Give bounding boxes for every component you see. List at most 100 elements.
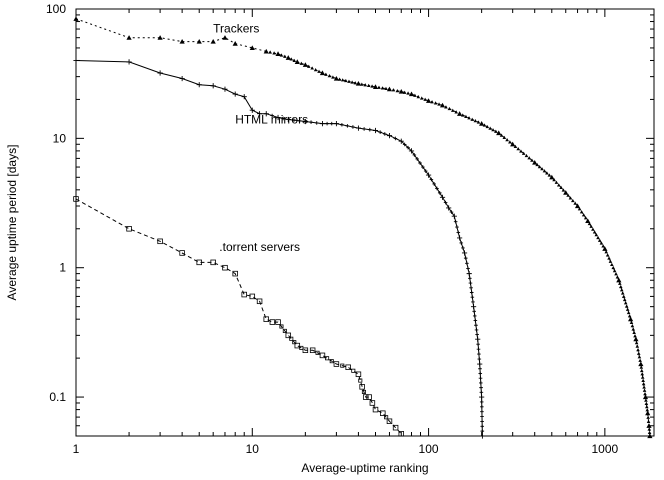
data-point	[516, 147, 520, 151]
data-point	[573, 201, 577, 205]
data-point	[331, 75, 335, 79]
data-point	[73, 57, 79, 64]
data-point	[406, 145, 410, 150]
data-point	[329, 359, 334, 364]
data-point	[479, 121, 485, 126]
data-point	[372, 84, 379, 89]
data-point	[479, 400, 484, 404]
data-point	[380, 86, 385, 90]
data-point	[465, 261, 469, 266]
data-point	[625, 307, 630, 311]
data-point	[540, 167, 544, 171]
data-point	[283, 54, 287, 58]
data-point	[419, 96, 424, 100]
data-point	[642, 388, 647, 392]
x-axis-title: Average-uptime ranking	[301, 461, 428, 475]
data-point	[222, 264, 228, 271]
data-point	[292, 340, 297, 345]
data-point	[395, 88, 400, 93]
data-point	[309, 120, 313, 125]
data-point	[480, 404, 484, 409]
data-point	[547, 173, 552, 177]
y-tick-label: 10	[53, 131, 67, 145]
data-point	[432, 182, 436, 186]
data-point	[638, 361, 644, 367]
data-point	[157, 35, 163, 40]
data-point	[633, 336, 639, 342]
data-point	[363, 83, 368, 87]
y-tick-label: 1	[59, 261, 66, 275]
data-point	[210, 38, 216, 44]
data-point	[473, 118, 478, 123]
data-point	[232, 41, 238, 46]
data-point	[408, 148, 415, 154]
data-point	[640, 372, 645, 376]
data-point	[479, 433, 486, 439]
data-point	[294, 59, 300, 64]
data-point	[360, 82, 364, 86]
data-point	[157, 70, 163, 76]
data-point	[294, 342, 301, 349]
data-point	[591, 227, 595, 231]
data-point	[241, 291, 247, 298]
data-point	[302, 118, 308, 125]
data-point	[333, 75, 339, 81]
data-point	[386, 86, 393, 92]
data-point	[314, 121, 319, 125]
series-annotation: .torrent servers	[219, 240, 300, 254]
data-point	[325, 121, 329, 126]
data-point	[279, 324, 284, 329]
data-point	[647, 433, 653, 439]
data-point	[249, 293, 256, 300]
data-point	[306, 64, 311, 68]
data-point	[594, 233, 599, 237]
data-point	[549, 174, 555, 180]
data-point	[627, 314, 632, 318]
series-annotation: Trackers	[213, 21, 259, 35]
data-point	[640, 375, 645, 379]
data-point	[279, 53, 284, 57]
data-point	[488, 126, 492, 130]
data-point	[612, 269, 617, 273]
data-point	[521, 151, 526, 155]
data-point	[299, 61, 304, 65]
data-point	[480, 419, 484, 424]
data-point	[372, 406, 379, 413]
data-point	[222, 86, 228, 92]
data-point	[645, 410, 651, 416]
data-point	[464, 114, 468, 118]
data-point	[429, 177, 434, 182]
y-tick-label: 100	[46, 2, 66, 16]
data-point	[618, 281, 622, 285]
data-point	[289, 336, 294, 341]
data-point	[210, 259, 216, 266]
data-point	[310, 66, 314, 70]
data-point	[641, 382, 646, 386]
data-point	[369, 400, 376, 406]
data-point	[524, 153, 529, 158]
data-point	[380, 410, 386, 416]
data-point	[359, 384, 365, 390]
data-point	[632, 330, 636, 334]
data-point	[157, 238, 163, 245]
data-point	[574, 203, 581, 209]
data-point	[505, 137, 509, 142]
data-point	[325, 356, 330, 361]
data-point	[275, 114, 281, 121]
data-point	[449, 210, 454, 214]
data-point	[475, 336, 481, 342]
data-point	[263, 316, 269, 322]
data-point	[589, 224, 593, 228]
data-point	[479, 385, 483, 390]
data-point	[470, 304, 477, 310]
data-point	[485, 124, 490, 129]
data-point	[413, 93, 417, 97]
data-point	[282, 328, 287, 333]
data-point	[285, 332, 292, 339]
data-point	[646, 419, 651, 424]
data-point	[561, 188, 566, 192]
data-point	[535, 162, 539, 167]
data-point	[355, 371, 362, 378]
data-point	[232, 270, 238, 277]
data-point	[644, 398, 648, 402]
